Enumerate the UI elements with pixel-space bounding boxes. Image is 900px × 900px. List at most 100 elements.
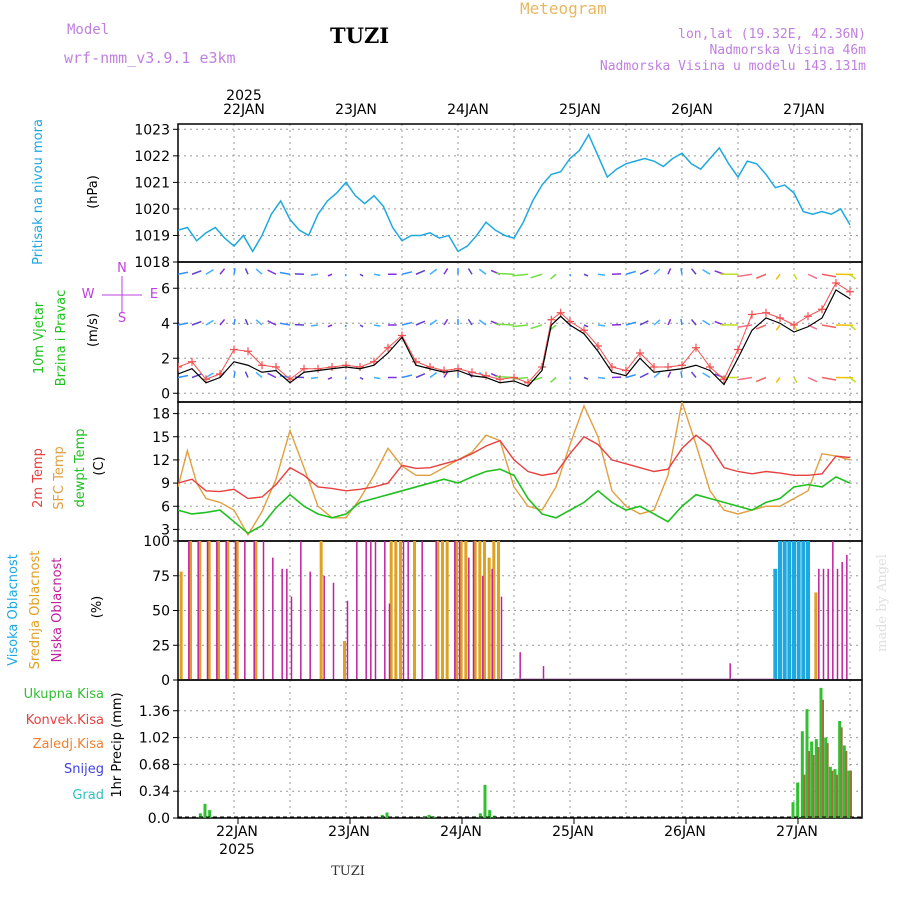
cloud-bar [459,541,463,680]
cloud-bar [787,541,792,680]
bottom-year: 2025 [219,842,255,858]
panels: 1018 1019 1020 1021 1022 1023 0 2 4 6 3 6 9 12 15 18 0 25… [134,122,863,827]
cloud-label-low: Niska Oblacnost [50,558,65,663]
wind-arrow [597,376,606,380]
gust-marker [832,279,840,287]
cloud-bar [473,541,477,680]
wind-arrow [178,271,189,275]
y-tick-label: 0 [161,386,170,402]
wind-arrow [569,377,572,380]
gust-marker [580,326,588,335]
wind-arrow [344,324,347,328]
wind-arrow [219,268,226,275]
gust-marker [342,361,350,370]
wind-arrow [443,371,449,378]
bottom-day-label: 24JAN [440,824,482,840]
precip-bar [847,770,851,818]
wind-arrow [359,273,364,277]
wind-arrow [267,269,277,275]
y-tick-label: 25 [152,638,170,654]
cloud-bar [778,541,782,680]
wind-arrow [775,324,781,331]
cloud-bar [832,541,834,680]
model-name: wrf-nmm_v3.9.1 e3km [64,49,236,67]
precip-bar [483,784,487,818]
gust-marker [622,366,630,375]
wind-arrow [443,318,449,326]
gust-marker [496,375,504,384]
top-day-label: 27JAN [783,102,825,118]
cloud-bar [464,541,468,680]
y-tick-label: 15 [152,430,170,446]
wind-arrow [680,268,683,275]
wind-arrow [373,324,381,327]
precip-bar [814,739,818,818]
gust-marker [230,345,238,354]
gust-marker [734,345,742,354]
cloud-bar [262,541,265,680]
plot-area [178,402,851,537]
model-elevation-text: Nadmorska Visina u modelu 143.131m [600,59,866,74]
wind-arrow [849,376,857,383]
cloud-bar [413,541,416,680]
wind-arrow [415,372,426,379]
cloud-bar [332,582,335,680]
y-tick-label: 4 [161,316,170,332]
cloud-bar [814,592,818,680]
wind-arrow [327,273,333,277]
cloud-bar [225,541,227,680]
wind-arrow [255,268,263,275]
wind-arrow [255,319,263,326]
wind-arrow [737,273,753,278]
wind-arrow [467,318,473,326]
top-day-label: 25JAN [559,102,601,118]
wind-arrow [178,374,189,379]
cloud-bar [491,568,493,680]
cloud-bar [290,596,293,680]
wind-arrow [821,376,837,381]
precip-legend-0: Ukupna Kisa [24,687,104,702]
wind-arrow [639,269,649,275]
y-tick-label: 100 [143,534,170,550]
wind-arrow [849,324,857,331]
precip-bar [845,750,848,818]
bottom-day-label: 26JAN [664,824,706,840]
wind-arrow [702,268,711,275]
compass-letter: E [150,287,158,302]
wind-arrow [737,324,753,328]
wind-arrow [530,273,543,279]
cloud-label-mid: Srednja Oblacnost [28,551,43,670]
wind-arrow [279,322,291,326]
panel-frame [177,679,863,819]
gust-marker [547,315,556,324]
wind-arrow [327,324,333,328]
wind-arrow [653,371,661,379]
cloud-bar [234,541,237,680]
wind-arrow [775,377,781,383]
wind-arrow [205,372,214,379]
gust-marker [776,314,784,322]
footer-station: TUZI [331,864,365,879]
precip-bar [478,813,482,818]
precip-legend-2: Zaledj.Kisa [33,737,104,752]
gust-marker [272,363,280,371]
cloud-bar [254,541,258,680]
precip-bar [812,754,815,818]
wind-arrow [310,376,319,380]
cloud-bar [188,541,190,680]
precip-bar [385,812,389,818]
wind-arrow [219,318,226,326]
precip-bar [810,741,814,818]
cloud-bar [370,541,372,680]
wind-arrow [755,324,767,330]
wind-arrow [849,273,857,280]
compass-letter: W [82,287,95,302]
gust-marker [300,364,308,373]
wind-arrow [597,273,606,276]
cloud-bar [253,541,255,680]
wind-arrow [702,372,711,379]
gust-marker [846,287,854,296]
precip-bar [803,774,806,818]
precip-bar [791,802,795,818]
wind-arrow [583,273,589,277]
